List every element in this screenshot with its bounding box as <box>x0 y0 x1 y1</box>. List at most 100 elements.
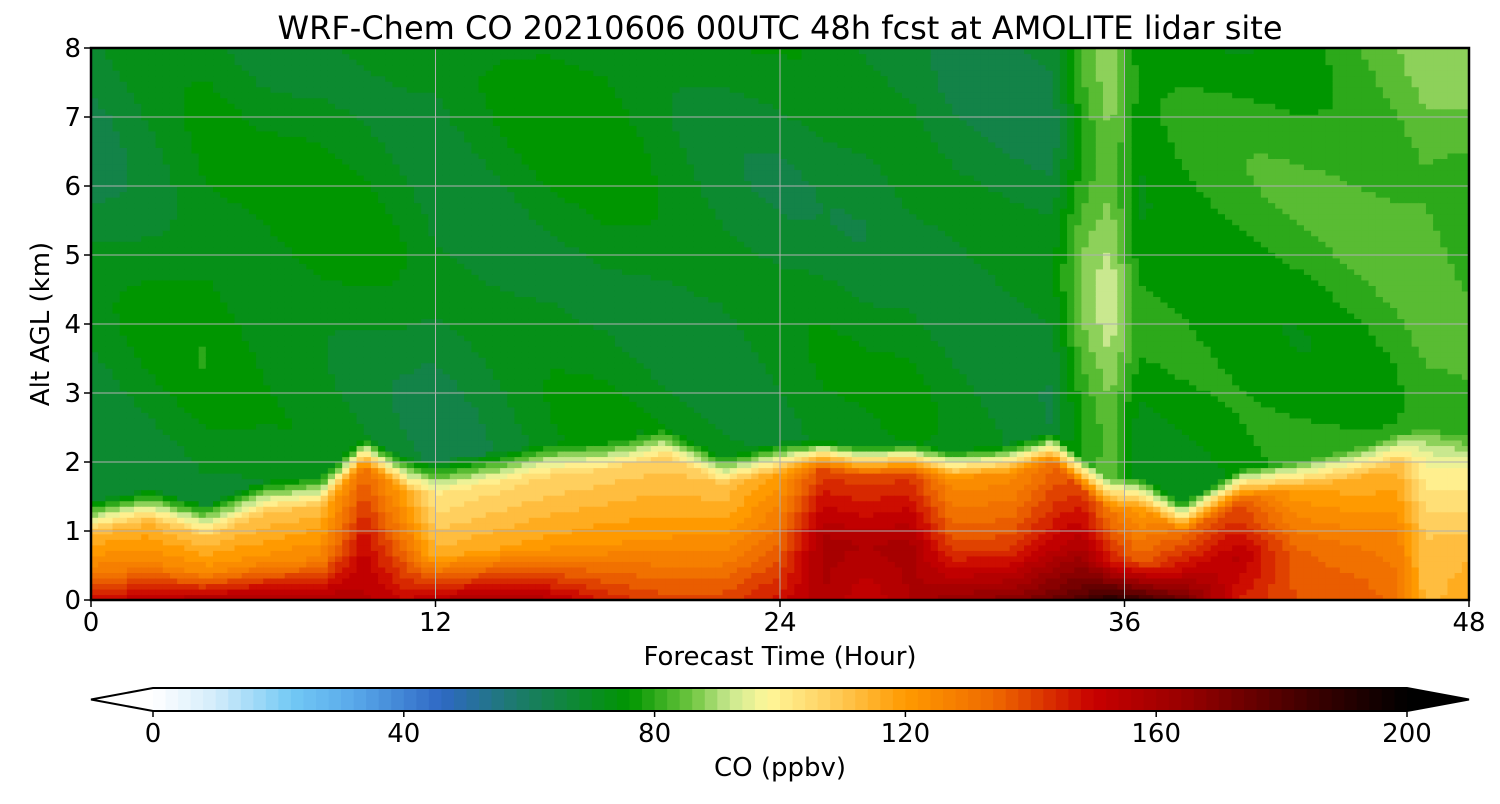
heatmap-cell <box>177 544 185 551</box>
heatmap-cell <box>284 351 293 358</box>
heatmap-cell <box>270 544 279 551</box>
heatmap-cell <box>428 506 437 513</box>
heatmap-cell <box>421 417 429 424</box>
heatmap-cell <box>406 191 415 198</box>
heatmap-cell <box>284 174 293 182</box>
heatmap-cell <box>435 274 444 281</box>
heatmap-cell <box>342 500 350 507</box>
heatmap-cell <box>320 511 329 518</box>
heatmap-cell <box>91 307 99 314</box>
heatmap-cell <box>291 401 300 408</box>
heatmap-cell <box>119 48 128 55</box>
heatmap-cell <box>327 125 336 132</box>
heatmap-cell <box>256 48 264 55</box>
heatmap-cell <box>220 174 228 182</box>
heatmap-cell <box>399 92 408 99</box>
heatmap-cell <box>248 208 257 215</box>
heatmap-cell <box>98 224 106 231</box>
heatmap-cell <box>220 235 228 242</box>
heatmap-cell <box>270 219 279 226</box>
heatmap-cell <box>291 125 300 132</box>
heatmap-cell <box>91 285 99 292</box>
heatmap-cell <box>363 351 372 358</box>
heatmap-cell <box>327 268 336 275</box>
heatmap-cell <box>248 48 257 55</box>
heatmap-cell <box>256 230 264 237</box>
heatmap-cell <box>248 268 257 275</box>
heatmap-cell <box>105 467 114 474</box>
heatmap-cell <box>119 456 128 463</box>
heatmap-cell <box>363 59 372 66</box>
heatmap-cell <box>342 517 350 524</box>
heatmap-cell <box>442 384 451 391</box>
heatmap-cell <box>263 224 272 231</box>
heatmap-cell <box>306 86 315 93</box>
heatmap-cell <box>299 174 307 182</box>
heatmap-cell <box>169 70 178 77</box>
heatmap-cell <box>363 384 372 391</box>
heatmap-cell <box>327 439 336 447</box>
heatmap-cell <box>363 456 372 463</box>
heatmap-cell <box>134 362 142 369</box>
heatmap-cell <box>148 588 157 596</box>
heatmap-cell <box>378 318 386 325</box>
heatmap-cell <box>134 439 142 447</box>
heatmap-cell <box>313 230 322 237</box>
heatmap-cell <box>177 373 185 380</box>
heatmap-cell <box>277 246 286 253</box>
heatmap-cell <box>134 197 142 204</box>
heatmap-cell <box>320 467 329 474</box>
heatmap-cell <box>392 296 401 303</box>
heatmap-cell <box>234 406 243 413</box>
heatmap-cell <box>191 428 200 435</box>
heatmap-cell <box>98 484 106 491</box>
heatmap-cell <box>392 395 401 402</box>
heatmap-cell <box>98 136 106 143</box>
heatmap-cell <box>98 478 106 485</box>
heatmap-cell <box>112 163 121 171</box>
heatmap-cell <box>177 467 185 474</box>
heatmap-cell <box>91 572 99 579</box>
heatmap-cell <box>134 434 142 441</box>
heatmap-cell <box>198 230 207 237</box>
heatmap-cell <box>406 395 415 402</box>
heatmap-cell <box>313 97 322 104</box>
heatmap-cell <box>263 290 272 297</box>
heatmap-cell <box>363 108 372 115</box>
heatmap-cell <box>256 484 264 491</box>
heatmap-cell <box>234 445 243 452</box>
heatmap-cell <box>241 445 250 452</box>
heatmap-cell <box>277 318 286 325</box>
heatmap-cell <box>112 544 121 551</box>
heatmap-cell <box>213 368 221 375</box>
heatmap-cell <box>378 147 386 154</box>
heatmap-cell <box>442 152 451 159</box>
heatmap-cell <box>299 594 307 600</box>
heatmap-cell <box>291 594 300 600</box>
heatmap-cell <box>205 97 214 104</box>
heatmap-cell <box>134 533 142 540</box>
heatmap-cell <box>284 290 293 297</box>
heatmap-cell <box>177 125 185 132</box>
heatmap-cell <box>134 555 142 562</box>
heatmap-cell <box>148 522 157 529</box>
heatmap-cell <box>169 384 178 391</box>
heatmap-cell <box>313 539 322 546</box>
heatmap-cell <box>191 274 200 281</box>
heatmap-cell <box>227 257 236 264</box>
heatmap-cell <box>399 379 408 386</box>
heatmap-cell <box>428 285 437 292</box>
heatmap-cell <box>126 561 135 568</box>
heatmap-cell <box>385 373 394 380</box>
heatmap-cell <box>342 467 350 474</box>
heatmap-cell <box>421 346 429 353</box>
heatmap-cell <box>234 235 243 242</box>
heatmap-cell <box>169 307 178 314</box>
heatmap-cell <box>327 296 336 303</box>
heatmap-cell <box>91 141 99 148</box>
heatmap-cell <box>177 500 185 507</box>
heatmap-cell <box>392 147 401 154</box>
heatmap-cell <box>313 533 322 540</box>
heatmap-cell <box>378 285 386 292</box>
heatmap-cell <box>256 379 264 386</box>
